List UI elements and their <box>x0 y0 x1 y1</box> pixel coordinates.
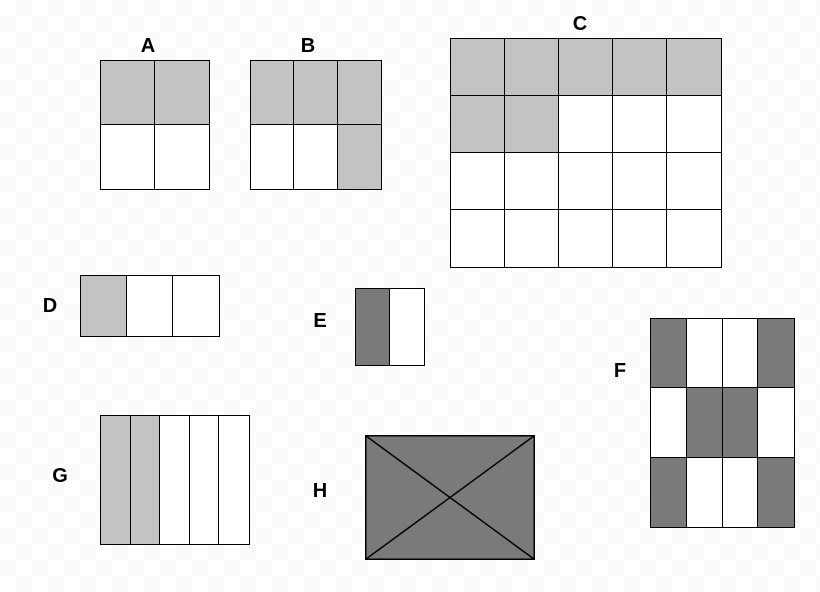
cell <box>723 388 759 457</box>
label-G: G <box>52 465 68 488</box>
cell <box>758 319 794 388</box>
cell <box>613 39 667 96</box>
shape-D <box>80 275 220 337</box>
cell <box>613 210 667 267</box>
cell <box>131 416 161 544</box>
cell <box>160 416 190 544</box>
cell <box>451 39 505 96</box>
cell <box>356 289 390 365</box>
cell <box>155 61 209 125</box>
cell <box>451 210 505 267</box>
cell <box>667 153 721 210</box>
cell <box>190 416 220 544</box>
label-C: C <box>573 13 587 36</box>
cell <box>758 458 794 527</box>
cell <box>505 39 559 96</box>
cell <box>667 210 721 267</box>
cell <box>723 319 759 388</box>
cell <box>613 153 667 210</box>
cell <box>687 319 723 388</box>
cell <box>173 276 219 336</box>
cell <box>651 458 687 527</box>
label-E: E <box>313 310 326 333</box>
cell <box>101 61 155 125</box>
cell <box>559 96 613 153</box>
cell <box>127 276 173 336</box>
shape-H <box>365 435 535 560</box>
shape-F <box>650 318 795 528</box>
cell <box>390 289 424 365</box>
cell <box>559 39 613 96</box>
cell <box>667 96 721 153</box>
cell <box>613 96 667 153</box>
cell <box>101 416 131 544</box>
cell <box>651 388 687 457</box>
cell <box>723 458 759 527</box>
cell <box>338 61 381 125</box>
cell <box>294 61 337 125</box>
cell <box>651 319 687 388</box>
cell <box>251 125 294 189</box>
cell <box>505 210 559 267</box>
label-A: A <box>141 35 155 58</box>
cell <box>687 388 723 457</box>
cell <box>155 125 209 189</box>
shape-C <box>450 38 722 268</box>
cell <box>294 125 337 189</box>
label-D: D <box>43 295 57 318</box>
label-B: B <box>301 35 315 58</box>
label-H: H <box>313 480 327 503</box>
cell <box>667 39 721 96</box>
cell <box>505 96 559 153</box>
cell <box>81 276 127 336</box>
cell <box>687 458 723 527</box>
cell <box>219 416 249 544</box>
cell <box>451 96 505 153</box>
cell <box>559 210 613 267</box>
shape-E <box>355 288 425 366</box>
cell <box>559 153 613 210</box>
label-F: F <box>614 360 626 383</box>
cell <box>451 153 505 210</box>
cell <box>758 388 794 457</box>
cell <box>338 125 381 189</box>
shape-A <box>100 60 210 190</box>
diagram-canvas: A B C D E F G H <box>0 0 820 592</box>
cell <box>251 61 294 125</box>
cell <box>505 153 559 210</box>
shape-G <box>100 415 250 545</box>
cell <box>101 125 155 189</box>
shape-B <box>250 60 382 190</box>
